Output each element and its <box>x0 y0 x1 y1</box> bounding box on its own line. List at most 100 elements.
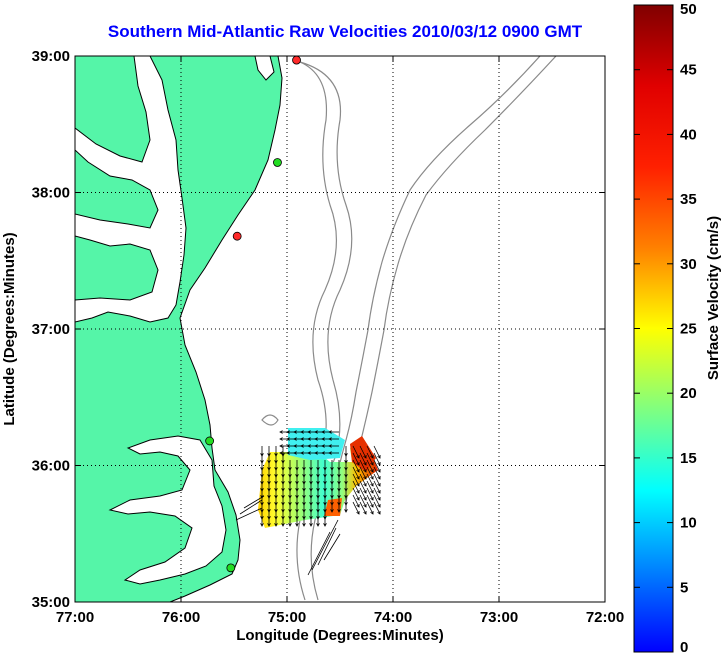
velocity-arrow <box>366 466 374 480</box>
velocity-arrow-head <box>356 475 360 480</box>
velocity-arrow <box>359 494 367 508</box>
colorbar-label: Surface Velocity (cm/s) <box>705 216 722 380</box>
velocity-arrow <box>373 459 381 473</box>
colorbar-tick-label: 30 <box>680 256 697 273</box>
velocity-arrow-head <box>363 454 367 459</box>
velocity-arrow-head <box>363 496 367 501</box>
velocity-arrow <box>352 445 360 459</box>
velocity-arrow <box>373 473 381 487</box>
lon-tick-label: 76:00 <box>162 609 200 626</box>
velocity-arrow-head <box>288 523 292 527</box>
pamlico-sound <box>108 435 227 585</box>
lon-tick-label: 77:00 <box>56 609 94 626</box>
velocity-arrow-head <box>370 503 374 508</box>
delaware-bay <box>254 56 275 81</box>
velocity-arrow-head <box>328 437 332 441</box>
velocity-arrow-head <box>321 437 325 441</box>
velocity-arrow-head <box>314 430 318 434</box>
velocity-arrow-head <box>302 523 306 527</box>
velocity-arrow-head <box>281 523 285 527</box>
y-axis-label: Latitude (Degrees:Minutes) <box>1 232 18 425</box>
velocity-arrow-head <box>300 437 304 441</box>
velocity-arrow-head <box>377 510 381 515</box>
velocity-arrow-head <box>370 510 374 515</box>
velocity-arrow-head <box>356 496 360 501</box>
lat-tick-label: 35:00 <box>32 594 70 611</box>
velocity-arrow-head <box>356 489 360 494</box>
velocity-arrow-head <box>377 461 381 466</box>
colorbar-tick-label: 45 <box>680 62 697 79</box>
velocity-arrow-head <box>344 509 348 513</box>
velocity-arrow-head <box>279 451 283 455</box>
velocity-arrow-head <box>286 437 290 441</box>
velocity-arrow <box>352 452 360 466</box>
velocity-arrow-head <box>316 523 320 527</box>
velocity-arrow-head <box>328 444 332 448</box>
velocity-arrow-head <box>300 430 304 434</box>
velocity-arrow <box>366 480 374 494</box>
station-marker <box>226 563 236 573</box>
station-marker <box>232 231 242 241</box>
velocity-arrow <box>317 527 337 566</box>
colorbar-tick-label: 20 <box>680 385 697 402</box>
velocity-field <box>235 428 381 576</box>
velocity-arrow-head <box>279 430 283 434</box>
velocity-arrow-head <box>279 437 283 441</box>
velocity-arrow-head <box>307 451 311 455</box>
velocity-arrow <box>359 480 367 494</box>
velocity-arrow <box>352 473 360 487</box>
velocity-arrow <box>359 445 367 459</box>
velocity-arrow-head <box>323 523 327 527</box>
station-marker <box>205 436 215 446</box>
velocity-arrow-head <box>314 451 318 455</box>
velocity-arrow <box>373 452 381 466</box>
lat-tick-label: 39:00 <box>32 48 70 65</box>
velocity-arrow <box>373 445 381 459</box>
longitude-ticks: 77:00 76:00 75:00 74:00 73:00 72:00 <box>56 56 624 626</box>
velocity-arrow-head <box>377 468 381 473</box>
land-mainland <box>75 56 283 602</box>
velocity-arrow-head <box>314 444 318 448</box>
velocity-arrow <box>373 480 381 494</box>
colorbar-tick-label: 5 <box>680 579 688 596</box>
velocity-arrow-head <box>370 468 374 473</box>
velocity-arrow-head <box>328 451 332 455</box>
velocity-arrow <box>373 466 381 480</box>
velocity-arrow <box>373 501 381 515</box>
velocity-arrow <box>352 501 360 515</box>
velocity-arrow-head <box>370 454 374 459</box>
velocity-arrow-head <box>321 444 325 448</box>
velocity-arrow-head <box>286 451 290 455</box>
velocity-arrow <box>243 495 265 509</box>
velocity-arrow <box>366 452 374 466</box>
velocity-arrow <box>239 499 263 515</box>
velocity-arrow-head <box>363 468 367 473</box>
velocity-arrow-head <box>356 468 360 473</box>
velocity-arrow-head <box>377 454 381 459</box>
lon-tick-label: 73:00 <box>480 609 518 626</box>
velocity-arrow <box>373 487 381 501</box>
velocity-arrow-head <box>293 451 297 455</box>
chesapeake-bay <box>75 56 187 323</box>
velocity-arrow-head <box>314 437 318 441</box>
velocity-arrow <box>366 494 374 508</box>
velocity-arrow <box>352 480 360 494</box>
velocity-arrow-head <box>307 444 311 448</box>
velocity-arrow-head <box>356 461 360 466</box>
colorbar-tick-label: 0 <box>680 639 688 656</box>
velocity-arrow-head <box>274 523 278 527</box>
velocity-arrow <box>359 473 367 487</box>
velocity-arrow-head <box>370 489 374 494</box>
velocity-arrow-head <box>356 510 360 515</box>
colorbar-tick-label: 50 <box>680 1 697 18</box>
x-axis-label: Longitude (Degrees:Minutes) <box>236 627 444 644</box>
velocity-arrow-head <box>363 461 367 466</box>
colorbar-ticks: 0 5 10 15 20 25 30 35 40 45 50 <box>634 1 697 656</box>
velocity-arrow-head <box>260 523 264 527</box>
velocity-arrow-head <box>370 496 374 501</box>
velocity-arrow <box>366 501 374 515</box>
velocity-arrow-head <box>307 437 311 441</box>
velocity-arrow-head <box>309 523 313 527</box>
velocity-arrow <box>359 459 367 473</box>
velocity-arrow-head <box>307 430 311 434</box>
